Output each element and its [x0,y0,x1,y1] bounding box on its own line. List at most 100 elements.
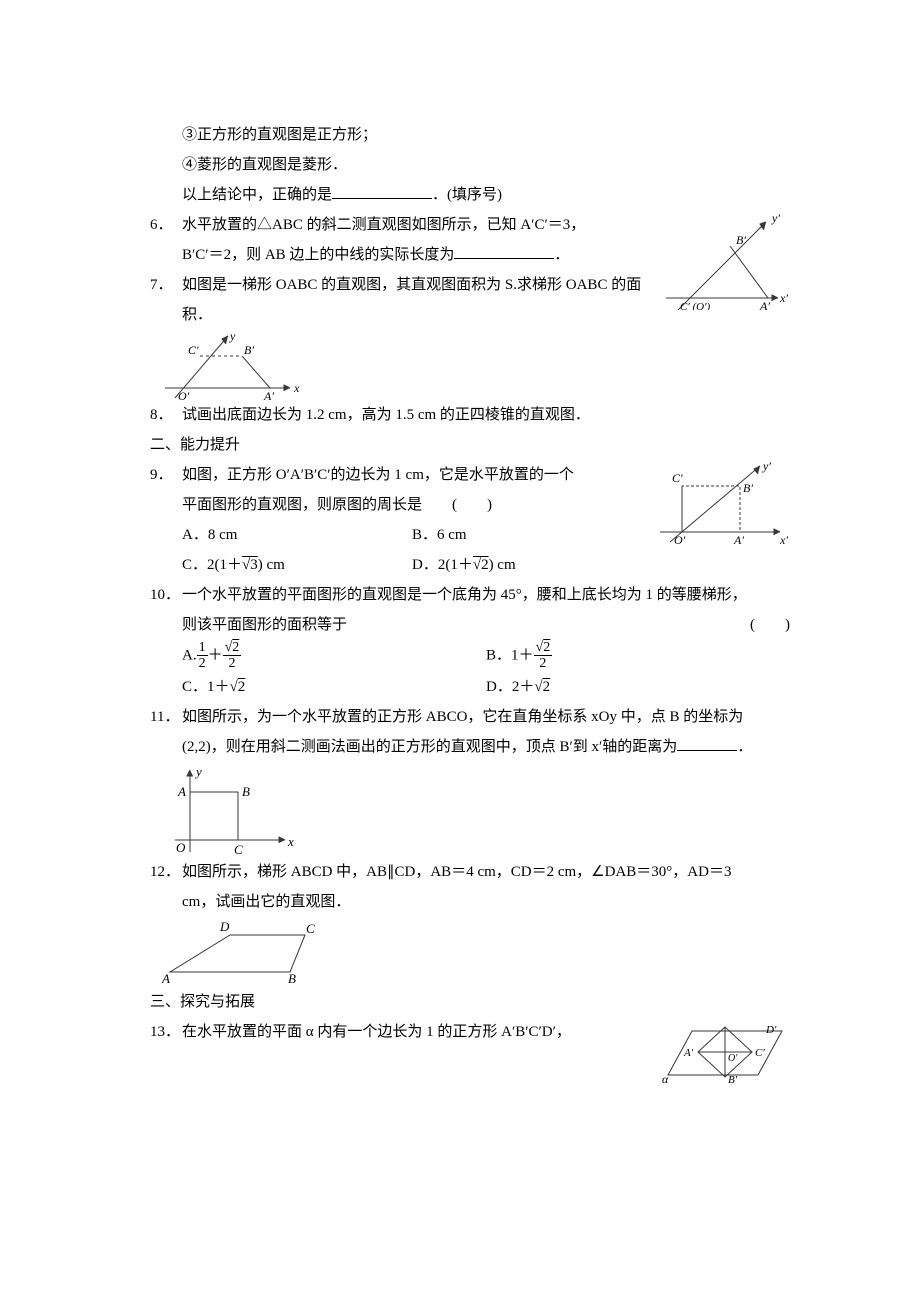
label-A: A [177,784,186,799]
q6-svg: y′ B′ C′ (O′) A′ x′ [660,210,790,310]
text: 平面图形的直观图，则原图的周长是 [182,497,422,513]
statement-3: ③正方形的直观图是正方形； [150,120,790,150]
label-alpha: α [662,1072,669,1086]
t: C．2(1＋ [182,557,242,573]
label-y: y [229,330,236,343]
q-num: 11． [150,702,182,732]
t: D．2＋ [486,679,534,695]
line1: 如图所示，梯形 ABCD 中，AB∥CD，AB＝4 cm，CD＝2 cm，∠DA… [182,857,790,887]
q9-svg: y′ C′ B′ O′ A′ x′ [650,460,790,550]
q7: 7． 如图是一梯形 OABC 的直观图，其直观图面积为 S.求梯形 OABC 的… [150,270,652,330]
text: (2,2)，则在用斜二测画法画出的正方形的直观图中，顶点 B′到 x′轴的距离为 [182,739,677,755]
opts-ab: A.12＋√22 B．1＋√22 [182,640,790,672]
line2: cm，试画出它的直观图． [182,887,790,917]
rad: 2 [543,640,550,655]
t: ＋ [208,647,223,663]
q-num: 7． [150,270,182,300]
label-A: A′ [683,1047,694,1059]
label-x: x [287,834,294,849]
label-C: C′ [755,1047,765,1059]
opt-b: B．1＋√22 [486,640,790,672]
q7-svg: y C′ B′ O′ A′ x [150,330,310,400]
t: B．1＋ [486,647,534,663]
rad: 2 [543,679,551,695]
d: 2 [223,656,242,671]
label-x: x′ [779,533,788,547]
q-body: 如图是一梯形 OABC 的直观图，其直观图面积为 S.求梯形 OABC 的面积． [182,270,652,330]
label-O: O′ [674,533,686,547]
label-B: B′ [743,481,753,495]
q8: 8． 试画出底面边长为 1.2 cm，高为 1.5 cm 的正四棱锥的直观图． [150,400,790,430]
label-B: B [242,784,250,799]
label-x: x′ [779,291,788,305]
q-num: 9． [150,460,182,490]
label-C: C [306,921,315,936]
q6-figure: y′ B′ C′ (O′) A′ x′ [660,210,790,310]
label-B: B′ [728,1074,738,1086]
label-A: A′ [759,299,770,310]
q6: 6． 水平放置的△ABC 的斜二测直观图如图所示，已知 A′C′＝3， B′C′… [150,210,652,270]
label-A: A′ [733,533,744,547]
label-A: A′ [263,389,274,400]
opt-b: B．6 cm [412,520,642,550]
q9: 9． 如图，正方形 O′A′B′C′的边长为 1 cm，它是水平放置的一个 平面… [150,460,642,580]
q11-svg: y A B O C x [150,762,300,857]
q-body: 在水平放置的平面 α 内有一个边长为 1 的正方形 A′B′C′D′， [182,1017,652,1047]
sqrt: √3 [242,557,258,573]
t: C．1＋ [182,679,230,695]
d: 2 [534,656,553,671]
frac: √22 [534,640,553,672]
q11-figure: y A B O C x [150,762,790,857]
line2: B′C′＝2，则 AB 边上的中线的实际长度为． [182,240,652,270]
frac: √22 [223,640,242,672]
text: 则该平面图形的面积等于 [182,617,347,633]
blank [454,243,554,259]
q13-svg: D′ A′ C′ O′ B′ α [660,1017,790,1087]
blank [677,735,737,751]
section-3: 三、探究与拓展 [150,987,790,1017]
line2: 则该平面图形的面积等于 ( ) [182,610,790,640]
opt-a: A.12＋√22 [182,640,486,672]
line1: 一个水平放置的平面图形的直观图是一个底角为 45°，腰和上底长均为 1 的等腰梯… [182,580,790,610]
statement-4: ④菱形的直观图是菱形． [150,150,790,180]
q9-figure: y′ C′ B′ O′ A′ x′ [650,460,790,550]
line2: (2,2)，则在用斜二测画法画出的正方形的直观图中，顶点 B′到 x′轴的距离为… [182,732,790,762]
t: ) cm [489,557,516,573]
q13-figure: D′ A′ C′ O′ B′ α [660,1017,790,1087]
opts-cd: C．1＋√2 D．2＋√2 [182,672,790,702]
line1: 水平放置的△ABC 的斜二测直观图如图所示，已知 A′C′＝3， [182,210,652,240]
frac: 12 [197,640,208,672]
line1: 如图所示，为一个水平放置的正方形 ABCO，它在直角坐标系 xOy 中，点 B … [182,702,790,732]
line1: 如图，正方形 O′A′B′C′的边长为 1 cm，它是水平放置的一个 [182,460,642,490]
sqrt: √2 [473,557,489,573]
line2: 平面图形的直观图，则原图的周长是 ( ) [182,490,642,520]
label-C: C′ [188,343,199,357]
label-y: y [194,764,202,779]
rad: 3 [250,557,258,573]
opt-d: D．2(1＋√2) cm [412,550,642,580]
opt-a: A．8 cm [182,520,412,550]
label-O: O [176,840,186,855]
text: 以上结论中，正确的是 [182,187,332,203]
q7-figure: y C′ B′ O′ A′ x [150,330,790,400]
q-num: 12． [150,857,182,887]
sqrt: √2 [534,679,550,695]
n: √2 [223,640,242,656]
opts-ab: A．8 cm B．6 cm [182,520,642,550]
label-x: x [293,381,300,395]
rad: 2 [481,557,489,573]
text: ． [737,739,752,755]
n: √2 [534,640,553,656]
paren: ( ) [750,610,790,640]
q12-svg: A B C D [150,917,330,987]
q11: 11． 如图所示，为一个水平放置的正方形 ABCO，它在直角坐标系 xOy 中，… [150,702,790,762]
q12: 12． 如图所示，梯形 ABCD 中，AB∥CD，AB＝4 cm，CD＝2 cm… [150,857,790,917]
paren: ( ) [452,490,492,520]
rad: 2 [232,640,239,655]
label-C: C′ [672,471,683,485]
q-num: 10． [150,580,182,610]
text: ． [554,247,569,263]
label-O: O′ [728,1053,738,1064]
q-num: 8． [150,400,182,430]
t: D．2(1＋ [412,557,473,573]
